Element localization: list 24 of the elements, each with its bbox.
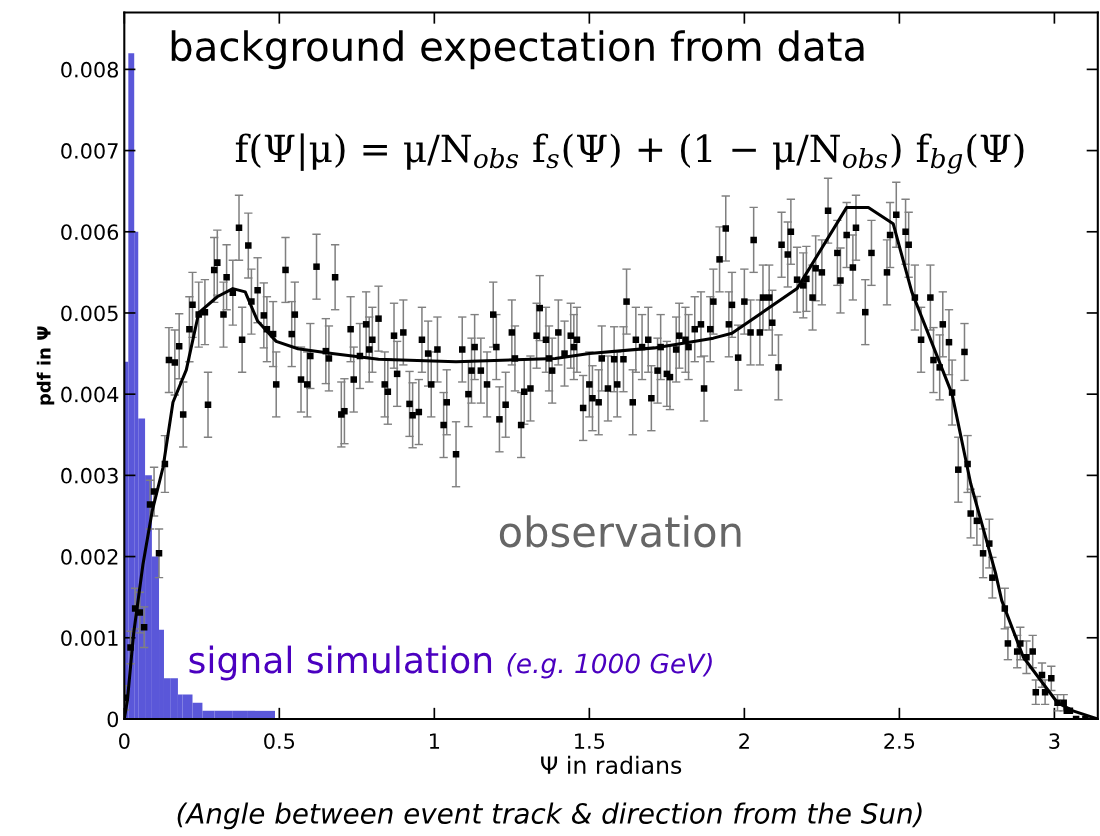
x-tick-label: 1 xyxy=(429,733,440,749)
y-tick-label: 0 xyxy=(107,711,119,728)
x-tick-label: 2.5 xyxy=(884,733,915,749)
annotation: observation xyxy=(499,515,741,548)
y-tick-label: 0.005 xyxy=(61,305,118,322)
annotation: (e.g. 1000 GeV) xyxy=(507,653,712,679)
y-tick-label: 0.001 xyxy=(61,630,118,646)
x-tick-label: 1.5 xyxy=(575,733,605,749)
y-axis-title: pdf in Ψ xyxy=(36,326,55,405)
x-tick-label: 0 xyxy=(119,733,130,749)
x-tick-label: 3 xyxy=(1049,733,1060,749)
x-axis-title: Ψ in radians xyxy=(541,755,682,775)
y-tick-label: 0.006 xyxy=(61,224,119,240)
y-tick-label: 0.007 xyxy=(61,143,118,159)
text: (Angle between event track & direction from the Sun) xyxy=(177,802,922,830)
y-tick-label: 0.003 xyxy=(61,467,118,484)
text: f(Ψ|μ) = μ/N$_{obs}$ f$_{s}$(Ψ) + (1 − μ/N$_{obs}$) f$_{bg}$(Ψ) xyxy=(235,133,1024,174)
annotation: signal simulation xyxy=(189,645,492,681)
x-tick-label: 0.5 xyxy=(264,733,295,749)
annotation: background expectation from data xyxy=(171,30,864,70)
y-tick-label: 0.008 xyxy=(61,61,119,78)
y-tick-label: 0.002 xyxy=(61,549,118,565)
x-tick-label: 2 xyxy=(739,733,749,749)
y-tick-label: 0.004 xyxy=(61,386,119,403)
